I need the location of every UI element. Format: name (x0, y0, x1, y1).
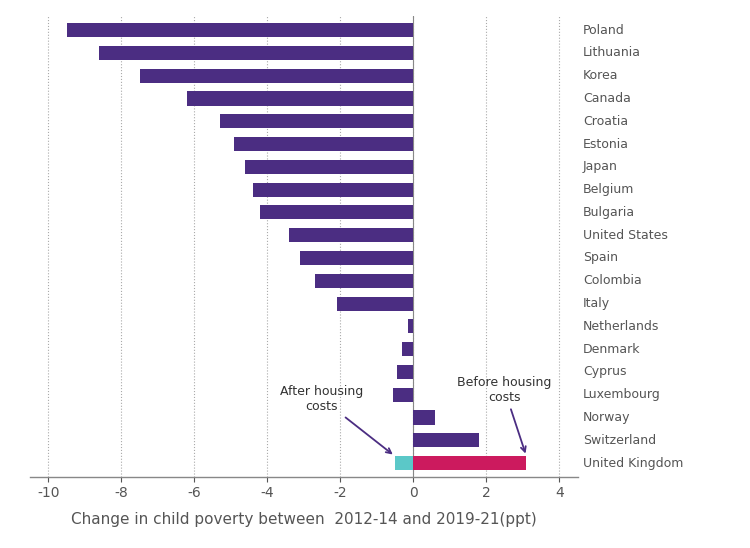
Bar (408, 319, 413, 333)
Bar (67, 23, 413, 37)
Text: Japan: Japan (583, 161, 618, 173)
Text: Luxembourg: Luxembourg (583, 388, 661, 401)
Bar (413, 456, 526, 470)
Bar (413, 433, 479, 447)
Bar (245, 160, 413, 174)
Bar (397, 365, 413, 379)
Text: Norway: Norway (583, 411, 631, 424)
Text: Korea: Korea (583, 69, 619, 82)
Text: Belgium: Belgium (583, 183, 634, 196)
Bar (253, 182, 413, 197)
Text: United Kingdom: United Kingdom (583, 456, 683, 470)
Text: Italy: Italy (583, 297, 610, 310)
Text: Lithuania: Lithuania (583, 47, 641, 59)
Text: Denmark: Denmark (583, 342, 640, 356)
Bar (187, 92, 413, 106)
Bar (395, 456, 413, 470)
Text: Poland: Poland (583, 24, 625, 37)
Text: Before housing
costs: Before housing costs (458, 376, 552, 452)
Bar (300, 251, 413, 265)
Text: Bulgaria: Bulgaria (583, 206, 635, 219)
Bar (220, 114, 413, 128)
Text: Estonia: Estonia (583, 138, 629, 151)
Text: Netherlands: Netherlands (583, 320, 659, 333)
Text: Colombia: Colombia (583, 275, 642, 287)
Bar (393, 387, 413, 402)
Bar (140, 68, 413, 83)
Text: United States: United States (583, 229, 668, 242)
Bar (235, 137, 413, 151)
Text: Cyprus: Cyprus (583, 366, 626, 379)
Bar (337, 296, 413, 311)
Bar (413, 410, 435, 425)
Text: Spain: Spain (583, 252, 618, 265)
Text: Canada: Canada (583, 92, 631, 105)
Text: Croatia: Croatia (583, 115, 628, 128)
Bar (290, 228, 413, 242)
Bar (315, 273, 413, 288)
X-axis label: Change in child poverty between  2012-14 and 2019-21(ppt): Change in child poverty between 2012-14 … (70, 512, 537, 527)
Bar (260, 206, 413, 220)
Bar (99, 46, 413, 60)
Text: Switzerland: Switzerland (583, 434, 656, 447)
Text: After housing
costs: After housing costs (280, 385, 392, 453)
Bar (402, 342, 413, 356)
